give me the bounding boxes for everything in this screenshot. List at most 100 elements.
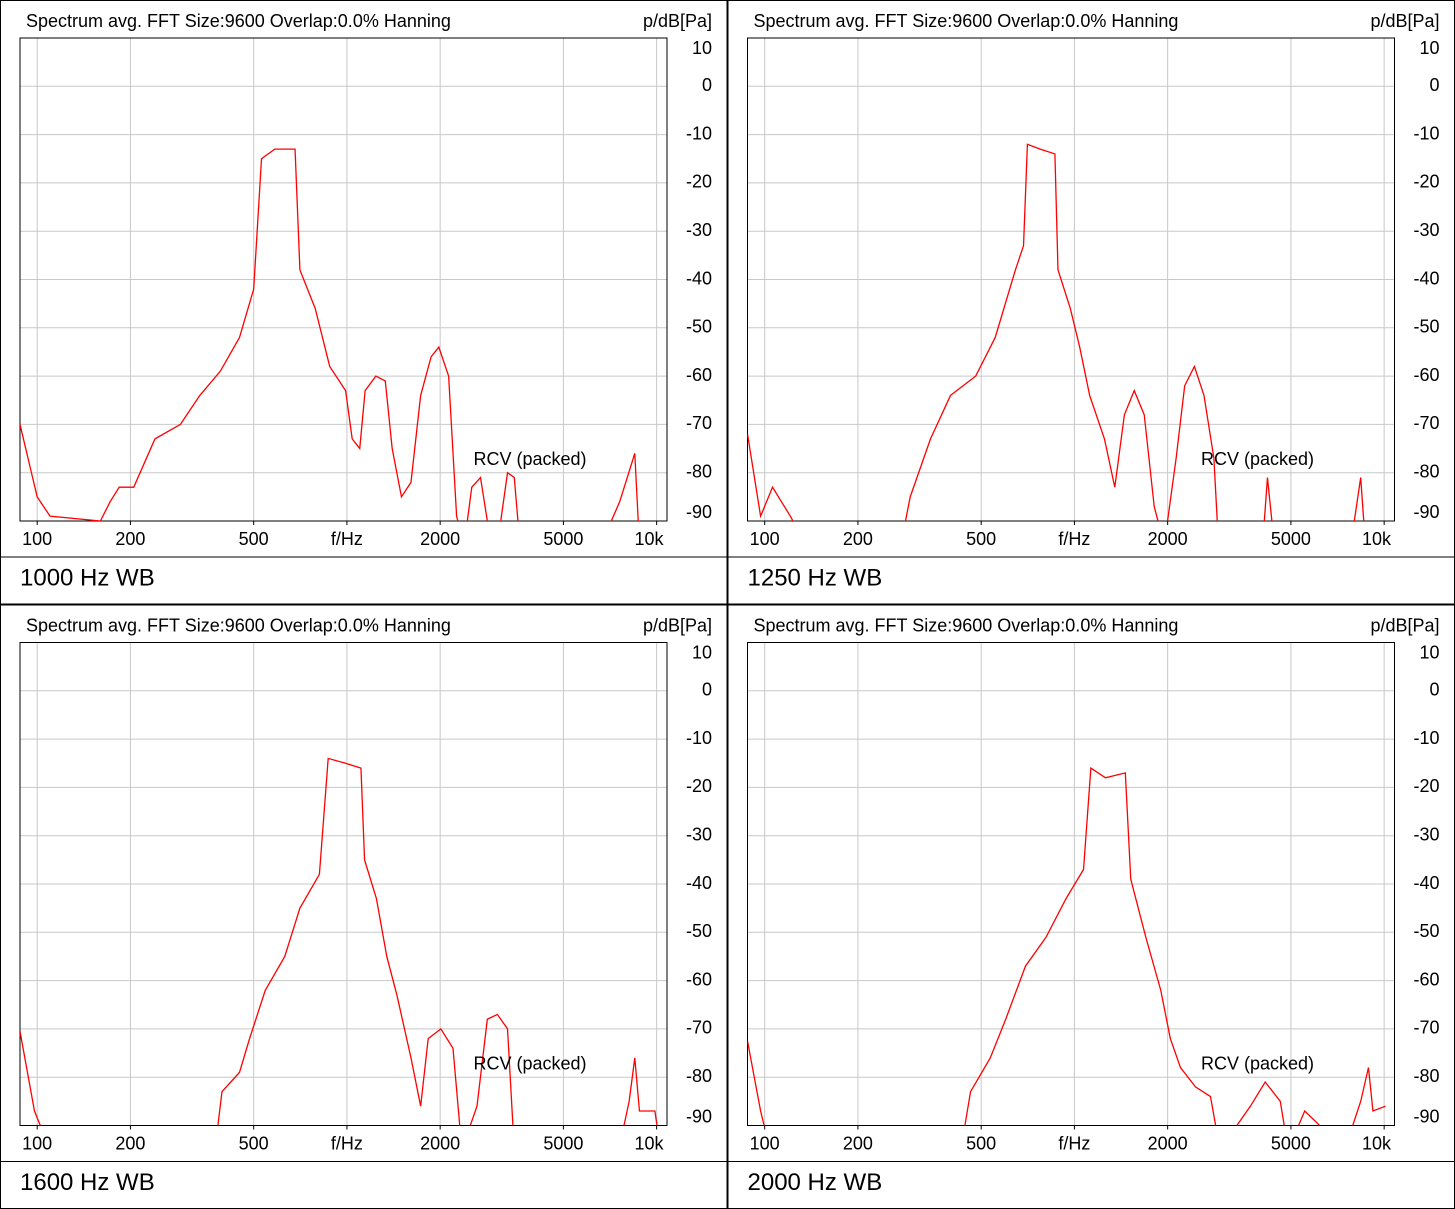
chart-title: Spectrum avg. FFT Size:9600 Overlap:0.0%… (754, 11, 1179, 31)
annotation: RCV (packed) (473, 449, 586, 469)
x-tick-label: 5000 (1271, 1133, 1311, 1153)
y-tick-label: -60 (1413, 365, 1439, 385)
y-tick-label: -10 (1413, 728, 1439, 748)
y-tick-label: -20 (686, 776, 712, 796)
panel-border (0, 0, 728, 605)
x-tick-label: 200 (115, 529, 145, 549)
x-tick-label: 200 (115, 1133, 145, 1153)
x-tick-label: 100 (22, 1133, 52, 1153)
y-tick-label: -40 (686, 268, 712, 288)
y-tick-label: -70 (686, 1018, 712, 1038)
x-tick-label: 2000 (1148, 529, 1188, 549)
plot-frame (19, 37, 668, 522)
x-tick-label: f/Hz (331, 1133, 363, 1153)
x-tick-label: 2000 (420, 529, 460, 549)
x-tick-label: 5000 (543, 529, 583, 549)
x-tick-label: f/Hz (1058, 1133, 1090, 1153)
x-tick-label: 2000 (420, 1133, 460, 1153)
x-tick-label: f/Hz (1058, 529, 1090, 549)
y-tick-label: -50 (1413, 921, 1439, 941)
y-tick-label: 10 (1419, 38, 1439, 58)
x-tick-label: 100 (22, 529, 52, 549)
y-tick-label: -90 (1413, 1106, 1439, 1126)
y-tick-label: -80 (686, 1066, 712, 1086)
x-tick-label: 5000 (1271, 529, 1311, 549)
x-tick-label: f/Hz (331, 529, 363, 549)
x-tick-label: 200 (843, 1133, 873, 1153)
y-tick-label: -60 (1413, 969, 1439, 989)
caption: 1600 Hz WB (20, 1169, 155, 1196)
annotation: RCV (packed) (1201, 1053, 1314, 1073)
caption: 1000 Hz WB (20, 564, 155, 591)
y-tick-label: -40 (1413, 268, 1439, 288)
y-tick-label: -10 (1413, 123, 1439, 143)
x-tick-label: 2000 (1148, 1133, 1188, 1153)
y-tick-label: -20 (686, 172, 712, 192)
y-tick-label: -40 (686, 873, 712, 893)
x-tick-label: 10k (634, 1133, 664, 1153)
x-tick-label: 200 (843, 529, 873, 549)
y-tick-label: -70 (686, 413, 712, 433)
x-tick-label: 10k (634, 529, 664, 549)
y-tick-label: 10 (1419, 642, 1439, 662)
y-tick-label: -10 (686, 728, 712, 748)
y-tick-label: 10 (692, 38, 712, 58)
y-tick-label: -80 (686, 461, 712, 481)
spectrum-line (747, 143, 1365, 521)
y-tick-label: -40 (1413, 873, 1439, 893)
x-tick-label: 500 (239, 529, 269, 549)
y-tick-label: -90 (686, 1106, 712, 1126)
y-tick-label: -30 (1413, 220, 1439, 240)
y-tick-label: -70 (1413, 1018, 1439, 1038)
y-tick-label: 0 (702, 75, 712, 95)
y-tick-label: -90 (1413, 502, 1439, 522)
x-tick-label: 10k (1362, 529, 1392, 549)
y-tick-label: -60 (686, 365, 712, 385)
spectrum-line (747, 766, 1386, 1126)
y-axis-label: p/dB[Pa] (1370, 11, 1439, 31)
y-axis-label: p/dB[Pa] (643, 615, 712, 635)
y-tick-label: -50 (1413, 317, 1439, 337)
y-tick-label: -60 (686, 969, 712, 989)
chart-title: Spectrum avg. FFT Size:9600 Overlap:0.0%… (26, 11, 451, 31)
chart-title: Spectrum avg. FFT Size:9600 Overlap:0.0%… (26, 615, 451, 635)
plot-frame (19, 642, 668, 1126)
y-tick-label: -20 (1413, 172, 1439, 192)
caption: 2000 Hz WB (748, 1169, 883, 1196)
spectrum-line (20, 148, 639, 521)
y-tick-label: -30 (686, 824, 712, 844)
caption: 1250 Hz WB (748, 564, 883, 591)
y-tick-label: 0 (702, 680, 712, 700)
y-tick-label: -30 (686, 220, 712, 240)
plot-frame (747, 642, 1395, 1126)
x-tick-label: 500 (966, 1133, 996, 1153)
y-tick-label: -50 (686, 317, 712, 337)
plot-frame (747, 37, 1395, 522)
spectrum-line (20, 757, 658, 1126)
y-tick-label: -70 (1413, 413, 1439, 433)
annotation: RCV (packed) (1201, 449, 1314, 469)
x-tick-label: 100 (750, 529, 780, 549)
x-tick-label: 500 (239, 1133, 269, 1153)
x-tick-label: 100 (750, 1133, 780, 1153)
y-tick-label: -50 (686, 921, 712, 941)
y-tick-label: -10 (686, 123, 712, 143)
y-tick-label: 0 (1429, 680, 1439, 700)
chart-title: Spectrum avg. FFT Size:9600 Overlap:0.0%… (754, 615, 1179, 635)
y-tick-label: 0 (1429, 75, 1439, 95)
x-tick-label: 500 (966, 529, 996, 549)
annotation: RCV (packed) (473, 1053, 586, 1073)
y-axis-label: p/dB[Pa] (1370, 615, 1439, 635)
y-tick-label: -80 (1413, 1066, 1439, 1086)
y-tick-label: -20 (1413, 776, 1439, 796)
y-tick-label: -90 (686, 502, 712, 522)
x-tick-label: 5000 (543, 1133, 583, 1153)
y-tick-label: -80 (1413, 461, 1439, 481)
y-tick-label: 10 (692, 642, 712, 662)
